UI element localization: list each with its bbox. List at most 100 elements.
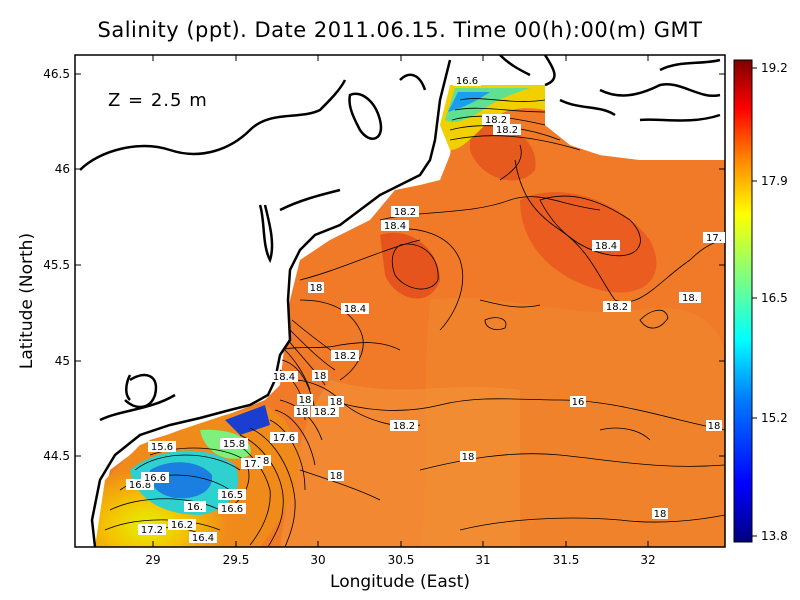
map-title: Salinity (ppt). Date 2011.06.15. Time 00… [97,18,703,42]
contour-label-bg [308,282,324,293]
contour-label: 18 [654,509,667,520]
contour-label-bg [220,438,248,449]
colorbar-tick-label: 19.2 [761,61,788,75]
contour-label: 18.2 [485,115,507,126]
contour-label-bg [270,371,298,382]
x-tick-label: 29.5 [223,553,250,567]
contour-label: 18 [310,283,323,294]
contour-label: 16.6 [144,473,166,484]
contour-label-bg [297,394,313,405]
contour-label-bg [218,503,246,514]
contour-label-bg [391,206,419,217]
x-tick-label: 32 [640,553,655,567]
y-tick-label: 44.5 [43,449,70,463]
x-axis-label: Longitude (East) [330,572,470,592]
land-mass [75,55,725,547]
contour-label-bg [328,470,344,481]
colorbar [733,59,753,543]
contour-label: 17.6 [273,433,295,444]
y-tick-label: 45 [55,354,70,368]
x-tick-label: 31 [475,553,490,567]
y-tick-label: 46.5 [43,67,70,81]
contour-label-bg [148,441,176,452]
colorbar-tick-label: 17.9 [761,174,788,188]
contour-label: 17. [244,459,260,470]
contour-label: 16.6 [456,76,478,87]
contour-label-bg [168,519,196,530]
contour-label: 18 [314,371,327,382]
contour-label: 16. [187,502,203,513]
mid-salinity-band [420,297,725,547]
contour-label: 18.4 [384,221,406,232]
contour-label-bg [312,370,328,381]
coastline [79,55,721,547]
river-plume-north [448,92,490,112]
contour-label: 18.2 [393,421,415,432]
contour-label: 16.4 [192,533,214,544]
contour-label-bg [493,124,521,135]
x-tick-label: 30.5 [388,553,415,567]
contour-label-bg [592,240,620,251]
contour-label-bg [570,396,586,407]
contour-label-bg [652,508,668,519]
contour-label-bg [294,406,310,417]
contour-label-bg [141,472,169,483]
contour-label: 18 [708,421,721,432]
y-axis-label: Latitude (North) [17,233,37,369]
depth-label: Z = 2.5 m [108,90,208,111]
contour-label-bg [218,489,246,500]
contour-label-bg [270,432,298,443]
contour-label-group: 16.618.218.218.218.418.417.1818.418.218.… [126,75,725,544]
y-tick-label: 46 [55,162,70,176]
colorbar-ticks: 19.2 17.9 16.5 15.2 13.8 [752,61,788,543]
contour-label: 18.2 [496,125,518,136]
contour-label-bg [706,420,722,431]
contour-label-bg [341,303,369,314]
x-axis-ticks: 29 29.5 30 30.5 31 31.5 32 [145,55,656,567]
contour-label-bg [331,350,359,361]
contour-label-bg [328,396,344,407]
high-salinity-patch [470,124,536,181]
contour-label: 17. [706,233,722,244]
contour-label: 17.2 [141,525,163,536]
contour-label: 18 [330,397,343,408]
contour-label-bg [381,220,409,231]
contour-label-bg [460,451,476,462]
contour-label: 18.4 [595,241,617,252]
x-tick-label: 29 [145,553,160,567]
contour-label-bg [482,114,510,125]
contour-label: 18.4 [273,372,295,383]
contour-label: 16.2 [171,520,193,531]
contour-label-bg [138,524,166,535]
contour-label: 18.2 [334,351,356,362]
contour-label-bg [390,420,418,431]
contour-label-bg [189,532,217,543]
colorbar-tick-label: 13.8 [761,529,788,543]
contour-label: 16 [572,397,585,408]
contour-label: 15.6 [151,442,173,453]
contour-label-bg [241,458,263,469]
contour-label-bg [184,501,206,512]
x-tick-label: 31.5 [553,553,580,567]
contour-label: 18 [299,395,312,406]
contour-label: 18 [296,407,309,418]
contour-label: 18.2 [394,207,416,218]
contour-label-bg [311,406,339,417]
contour-label: 16.6 [221,504,243,515]
contour-label: 16.8 [129,480,151,491]
contour-label-bg [703,232,725,243]
low-salinity-core [225,405,270,435]
contour-label: 16.5 [221,490,243,501]
contour-label-bg [679,292,701,303]
colorbar-tick-label: 16.5 [761,291,788,305]
plot-frame [74,54,726,548]
x-tick-label: 30 [310,553,325,567]
contour-label: 18 [330,471,343,482]
contour-label: 18.2 [606,302,628,313]
mid-salinity-band [280,380,520,547]
contour-label-bg [453,75,481,86]
colorbar-tick-label: 15.2 [761,411,788,425]
contour-label-bg [603,301,631,312]
contour-label: 18.4 [344,304,366,315]
